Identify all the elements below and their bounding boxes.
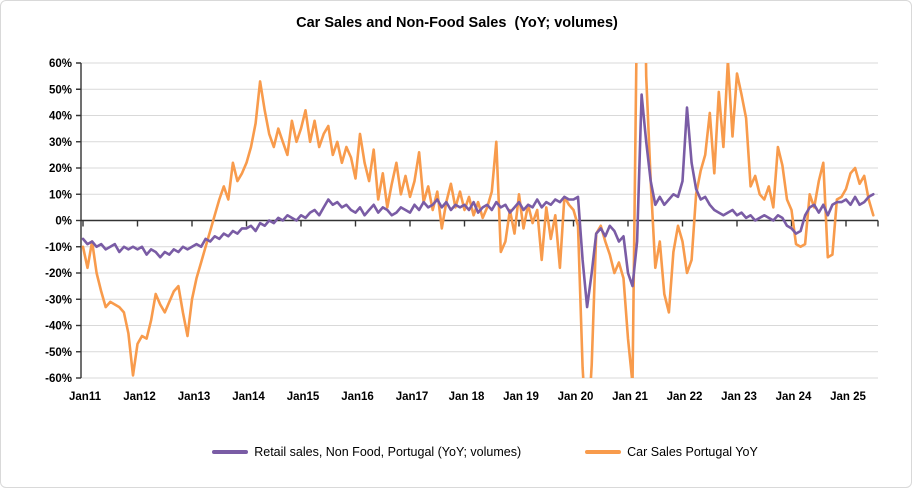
y-tick-label: 20% bbox=[49, 163, 72, 175]
x-tick-label: Jan 19 bbox=[503, 391, 539, 403]
x-axis: Jan11 Jan12 Jan13 Jan14 Jan15 Jan16 Jan17 Jan 1… bbox=[69, 220, 879, 403]
y-tick-label: 40% bbox=[49, 111, 72, 123]
x-tick-label: Jan 20 bbox=[558, 391, 594, 403]
y-tick-label: -10% bbox=[45, 242, 72, 254]
x-tick-label: Jan17 bbox=[396, 391, 429, 403]
x-tick-label: Jan14 bbox=[232, 391, 265, 403]
y-axis: 60% 50% 40% 30% 20% 10% 0% -10% -20% -30% -40% -50%… bbox=[45, 58, 82, 385]
series-line-retail-sales bbox=[81, 93, 875, 309]
y-tick-label: 0% bbox=[55, 216, 72, 228]
y-tick-label: 30% bbox=[49, 137, 72, 149]
x-tick-label: Jan 25 bbox=[830, 391, 866, 403]
y-tick-label: 50% bbox=[49, 84, 72, 96]
retail-sales-line-swatch bbox=[212, 450, 249, 454]
legend-item-car-sales: Car Sales Portugal YoY bbox=[585, 445, 758, 459]
x-tick-label: Jan13 bbox=[178, 391, 211, 403]
legend-item-retail-sales: Retail sales, Non Food, Portugal (YoY; v… bbox=[212, 445, 521, 459]
chart-title: Car Sales and Non-Food Sales (YoY; volum… bbox=[296, 15, 618, 31]
y-tick-label: 10% bbox=[49, 189, 72, 201]
y-tick-label: -20% bbox=[45, 268, 72, 280]
legend-label-car-sales: Car Sales Portugal YoY bbox=[627, 445, 758, 459]
x-tick-label: Jan 21 bbox=[612, 391, 648, 403]
x-tick-label: Jan 22 bbox=[667, 391, 703, 403]
car-sales-line-swatch bbox=[585, 450, 622, 454]
y-tick-label: -40% bbox=[45, 321, 72, 333]
y-tick-label: -60% bbox=[45, 373, 72, 385]
x-tick-label: Jan15 bbox=[287, 391, 320, 403]
x-tick-label: Jan16 bbox=[341, 391, 374, 403]
chart-canvas: 60% 50% 40% 30% 20% 10% 0% -10% -20% -30% -40% -50%… bbox=[45, 58, 879, 403]
x-tick-label: Jan11 bbox=[69, 391, 102, 403]
chart-legend: Retail sales, Non Food, Portugal (YoY; v… bbox=[29, 445, 911, 459]
y-tick-label: -50% bbox=[45, 347, 72, 359]
x-tick-label: Jan 18 bbox=[449, 391, 485, 403]
x-tick-label: Jan 24 bbox=[776, 391, 812, 403]
x-tick-label: Jan12 bbox=[123, 391, 156, 403]
y-tick-label: -30% bbox=[45, 294, 72, 306]
series-line-car-sales bbox=[81, 63, 875, 378]
x-tick-label: Jan 23 bbox=[721, 391, 757, 403]
legend-label-retail-sales: Retail sales, Non Food, Portugal (YoY; v… bbox=[254, 445, 522, 459]
y-tick-label: 60% bbox=[49, 58, 72, 70]
